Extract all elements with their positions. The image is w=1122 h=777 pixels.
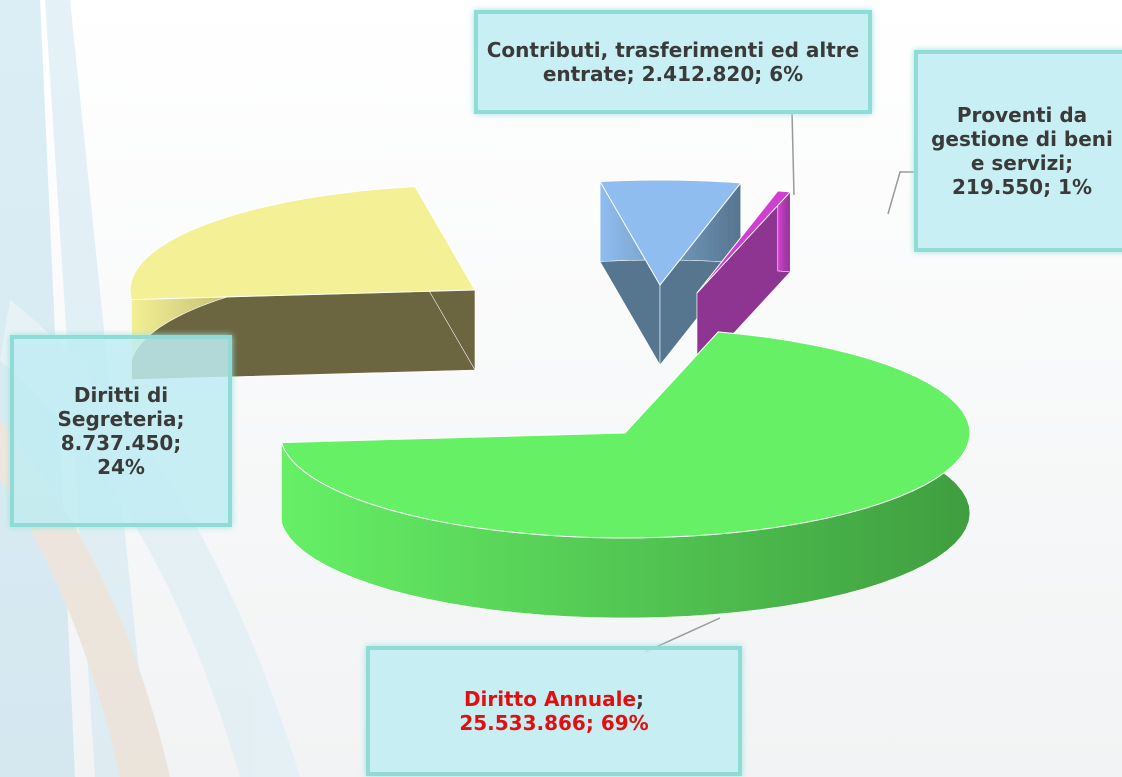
separator: ; [626, 62, 635, 86]
data-label: Proventi da gestione di beni e servizi; … [914, 50, 1122, 252]
slice [696, 190, 792, 294]
slice [129, 186, 476, 301]
data-label: Diritti di Segreteria; 8.737.450; 24% [10, 335, 232, 527]
value-label: 25.533.866 [459, 711, 586, 735]
separator: ; [636, 687, 645, 711]
slice [280, 331, 971, 539]
slice [599, 179, 742, 286]
category: Diritto Annuale [463, 687, 637, 711]
separator: ; [585, 711, 594, 735]
separator: ; [1043, 175, 1052, 199]
separator: ; [173, 431, 182, 455]
pie [129, 179, 971, 619]
category: Contributi, trasferimenti ed altre entra… [486, 38, 860, 86]
value-label: 2.412.820 [641, 62, 755, 86]
separator: ; [176, 407, 185, 431]
percent-label: 24% [97, 455, 145, 479]
data-label: Contributi, trasferimenti ed altre entra… [474, 10, 872, 114]
leader-line [791, 111, 795, 196]
percent-label: 1% [1058, 175, 1093, 199]
percent-label: 6% [769, 62, 804, 86]
separator: ; [1065, 151, 1074, 175]
percent-label: 69% [600, 711, 649, 735]
separator: ; [754, 62, 763, 86]
leader-line [887, 171, 915, 215]
category: Diritti di Segreteria [57, 383, 177, 431]
value-label: 8.737.450 [60, 431, 174, 455]
value-label: 219.550 [951, 175, 1044, 199]
category: Proventi da gestione di beni e servizi [931, 103, 1113, 175]
data-label: Diritto Annuale; 25.533.866; 69% [366, 646, 742, 776]
